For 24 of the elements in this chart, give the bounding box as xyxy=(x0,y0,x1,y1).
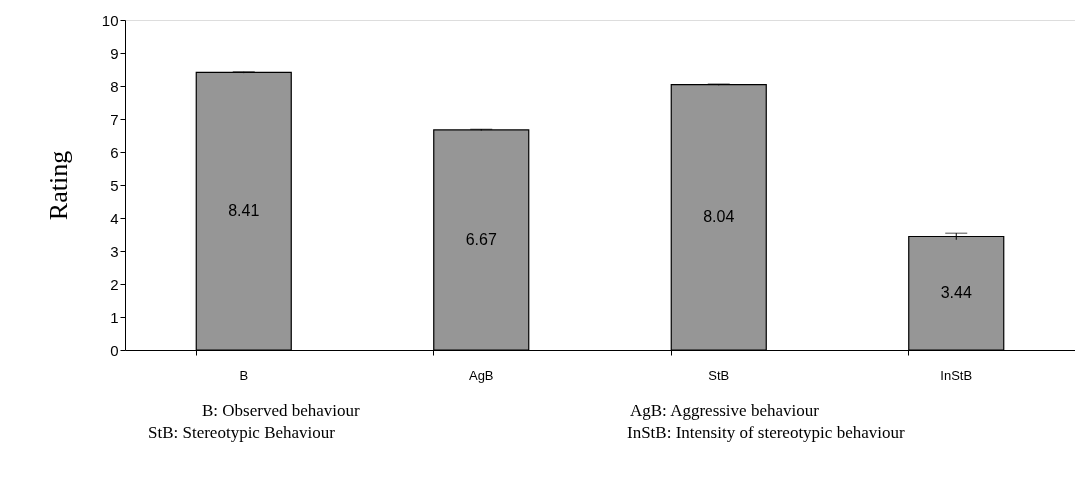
x-tick-label: InStB xyxy=(940,367,973,383)
data-label: 8.04 xyxy=(703,208,735,226)
data-label: 6.67 xyxy=(465,230,497,248)
x-tick-label: StB xyxy=(708,367,730,383)
text: AgB: Aggressive behaviour xyxy=(630,401,820,420)
text: B: Observed behaviour xyxy=(202,401,361,420)
y-tick-label: 1 xyxy=(110,308,119,326)
y-tick-label: 3 xyxy=(110,242,119,260)
y-tick-label: 2 xyxy=(110,275,119,293)
y-tick-label: 5 xyxy=(110,176,119,194)
y-tick-label: 9 xyxy=(110,44,119,62)
x-tick-label: B xyxy=(239,367,249,383)
y-tick-label: 6 xyxy=(110,143,119,161)
y-tick-label: 8 xyxy=(110,77,119,95)
y-tick-label: 4 xyxy=(110,209,119,227)
text: InStB: Intensity of stereotypic behaviour xyxy=(627,423,905,442)
y-tick-label: 7 xyxy=(110,110,119,128)
data-label: 3.44 xyxy=(940,284,972,302)
y-tick-label: 0 xyxy=(110,341,119,359)
x-tick-label: AgB xyxy=(468,367,494,383)
y-tick-label: 10 xyxy=(101,11,119,29)
text: StB: Stereotypic Behaviour xyxy=(148,423,336,442)
y-axis-title: Rating xyxy=(43,150,73,221)
data-label: 8.41 xyxy=(228,202,260,220)
